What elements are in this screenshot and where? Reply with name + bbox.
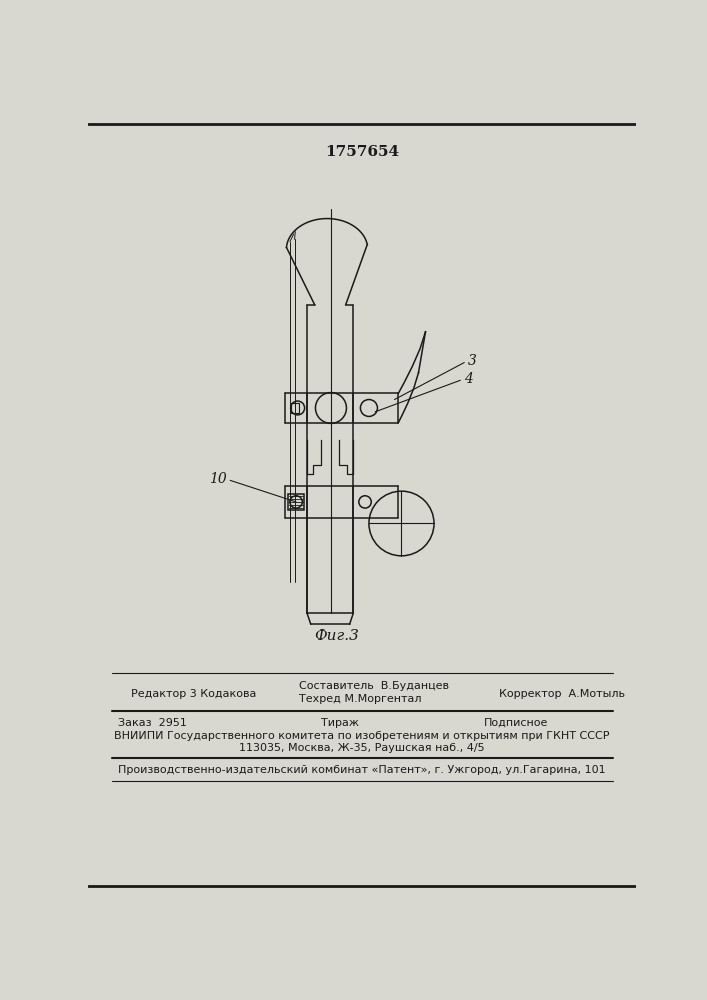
Text: Фиг.3: Фиг.3 (314, 629, 359, 643)
Bar (291, 403, 299, 413)
Text: 4: 4 (464, 372, 473, 386)
Text: Подписное: Подписное (484, 718, 548, 728)
Text: Корректор  А.Мотыль: Корректор А.Мотыль (499, 689, 625, 699)
Text: Тираж: Тираж (321, 718, 359, 728)
Text: 113035, Москва, Ж-35, Раушская наб., 4/5: 113035, Москва, Ж-35, Раушская наб., 4/5 (239, 743, 485, 753)
Text: 10: 10 (209, 472, 226, 486)
Text: Редактор 3 Кодакова: Редактор 3 Кодакова (131, 689, 257, 699)
Text: 1757654: 1757654 (325, 145, 399, 159)
Text: ВНИИПИ Государственного комитета по изобретениям и открытиям при ГКНТ СССР: ВНИИПИ Государственного комитета по изоб… (115, 731, 609, 741)
Text: 3: 3 (468, 354, 477, 368)
Text: Производственно-издательский комбинат «Патент», г. Ужгород, ул.Гагарина, 101: Производственно-издательский комбинат «П… (118, 765, 606, 775)
Text: Заказ  2951: Заказ 2951 (118, 718, 187, 728)
Bar (288, 494, 304, 510)
Text: Техред М.Моргентал: Техред М.Моргентал (299, 694, 421, 704)
Text: Составитель  В.Буданцев: Составитель В.Буданцев (299, 681, 449, 691)
